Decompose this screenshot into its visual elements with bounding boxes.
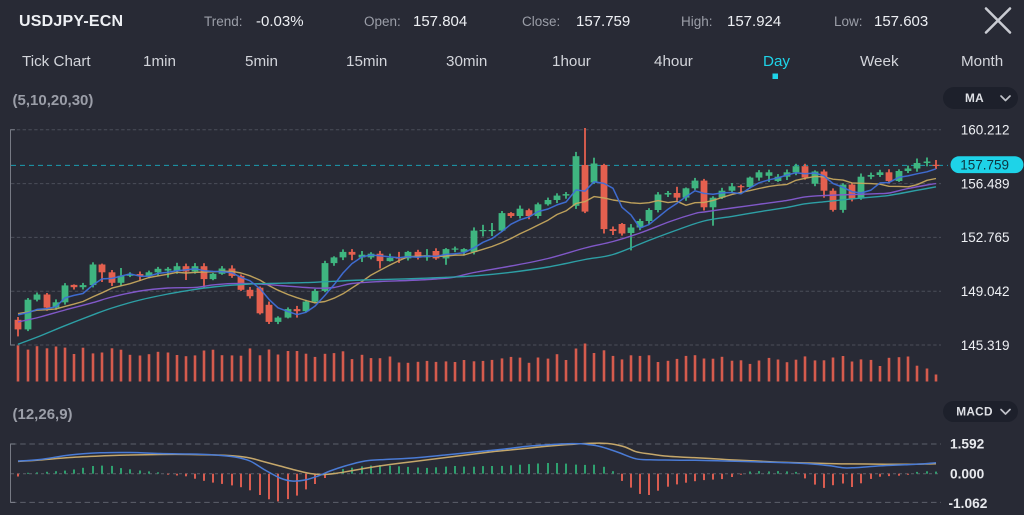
svg-text:MACD: MACD — [956, 405, 993, 419]
svg-text:30min: 30min — [446, 53, 487, 70]
svg-text:1min: 1min — [143, 53, 176, 70]
svg-text:MA: MA — [965, 91, 984, 105]
svg-text:-0.03%: -0.03% — [256, 13, 304, 30]
svg-text:156.489: 156.489 — [961, 176, 1010, 191]
svg-text:145.319: 145.319 — [961, 338, 1010, 353]
svg-text:157.804: 157.804 — [413, 13, 467, 30]
svg-text:Low:: Low: — [834, 14, 863, 29]
svg-text:157.603: 157.603 — [874, 13, 928, 30]
svg-text:-1.062: -1.062 — [949, 496, 988, 511]
svg-text:157.759: 157.759 — [960, 158, 1009, 173]
svg-text:Open:: Open: — [364, 14, 401, 29]
svg-text:High:: High: — [681, 14, 713, 29]
svg-text:152.765: 152.765 — [961, 230, 1010, 245]
svg-text:157.759: 157.759 — [576, 13, 630, 30]
svg-text:0.000: 0.000 — [950, 467, 985, 482]
svg-text:Trend:: Trend: — [204, 14, 243, 29]
svg-text:Week: Week — [860, 53, 899, 70]
svg-text:Month: Month — [961, 53, 1003, 70]
svg-text:USDJPY-ECN: USDJPY-ECN — [19, 13, 123, 30]
svg-text:160.212: 160.212 — [961, 123, 1010, 138]
svg-text:1hour: 1hour — [552, 53, 591, 70]
svg-text:(12,26,9): (12,26,9) — [13, 406, 73, 423]
svg-text:1.592: 1.592 — [950, 436, 985, 451]
svg-text:4hour: 4hour — [654, 53, 693, 70]
svg-text:Close:: Close: — [522, 14, 560, 29]
svg-text:Day: Day — [763, 53, 790, 70]
svg-text:157.924: 157.924 — [727, 13, 781, 30]
svg-text:15min: 15min — [346, 53, 387, 70]
svg-text:149.042: 149.042 — [961, 284, 1010, 299]
svg-text:5min: 5min — [245, 53, 278, 70]
svg-text:(5,10,20,30): (5,10,20,30) — [13, 92, 94, 109]
svg-text:Tick Chart: Tick Chart — [22, 53, 91, 70]
